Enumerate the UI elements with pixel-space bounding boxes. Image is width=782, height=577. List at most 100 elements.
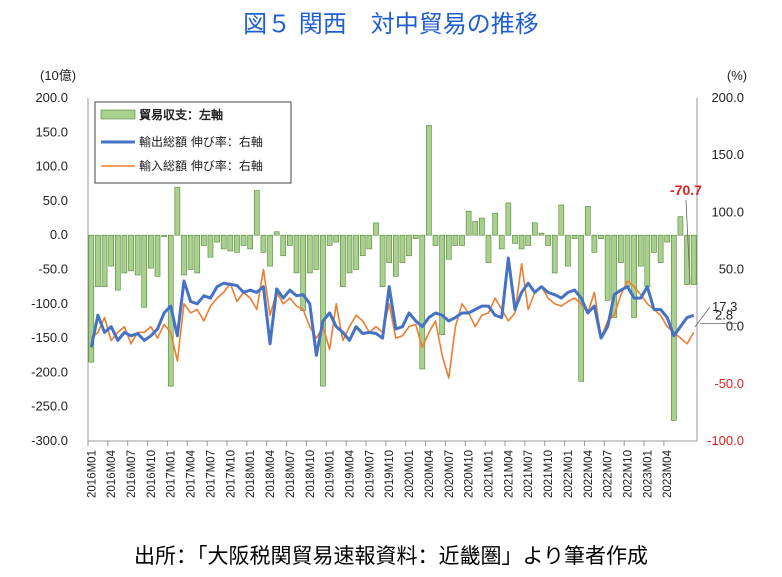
left-tick-label: 50.0 bbox=[43, 193, 68, 208]
imports-growth-line bbox=[90, 262, 695, 379]
balance-bar bbox=[346, 234, 353, 274]
x-tick-label: 2016M07 bbox=[126, 450, 138, 498]
x-tick-label: 2022M07 bbox=[603, 450, 615, 498]
balance-bar bbox=[598, 234, 604, 239]
chart-source: 出所：「大阪税関貿易速報資料：近畿圏」より筆者作成 bbox=[133, 544, 649, 568]
balance-bar bbox=[121, 234, 128, 274]
growth-lines bbox=[89, 256, 695, 379]
balance-bar bbox=[651, 234, 657, 253]
balance-bar bbox=[631, 234, 637, 318]
balance-bar bbox=[406, 234, 412, 257]
balance-bar bbox=[432, 234, 439, 246]
balance-bar bbox=[419, 234, 426, 370]
x-tick-label: 2019M07 bbox=[364, 450, 376, 498]
balance-bar bbox=[525, 234, 532, 246]
balance-bar bbox=[353, 234, 359, 270]
balance-bar bbox=[532, 222, 538, 236]
x-tick-label: 2018M04 bbox=[265, 449, 277, 498]
legend-label-balance: 貿易収支：左軸 bbox=[139, 107, 223, 122]
balance-bar bbox=[273, 231, 280, 236]
balance-bar bbox=[624, 234, 631, 287]
balance-bar bbox=[260, 234, 267, 253]
balance-bar bbox=[326, 234, 333, 246]
x-tick-label: 2017M07 bbox=[205, 450, 217, 498]
right-tick-label: 0.0 bbox=[726, 319, 744, 334]
right-tick-label: 50.0 bbox=[719, 262, 744, 277]
balance-bar bbox=[220, 234, 227, 250]
balance-bar bbox=[690, 234, 697, 285]
balance-bar bbox=[267, 234, 273, 267]
x-tick-label: 2016M10 bbox=[146, 450, 158, 498]
balance-bar bbox=[181, 234, 187, 276]
balance-bar bbox=[399, 234, 406, 263]
chart-title: 図５ 関西 対中貿易の推移 bbox=[243, 10, 539, 38]
annotation-balance-value: -70.7 bbox=[670, 182, 702, 198]
balance-bar bbox=[214, 234, 220, 243]
left-tick-label: -300.0 bbox=[31, 433, 68, 448]
right-axis-unit: (%) bbox=[727, 68, 747, 83]
left-tick-label: -200.0 bbox=[31, 364, 68, 379]
x-tick-label: 2020M01 bbox=[404, 450, 416, 498]
balance-bar bbox=[161, 234, 167, 237]
balance-bar bbox=[485, 234, 492, 263]
right-tick-label: -100.0 bbox=[707, 433, 744, 448]
balance-bar bbox=[565, 234, 571, 267]
left-tick-label: -50.0 bbox=[38, 262, 68, 277]
x-tick-label: 2017M04 bbox=[186, 449, 198, 498]
balance-bar bbox=[340, 234, 346, 287]
annotation-exports-value: 17.3 bbox=[712, 299, 737, 314]
x-tick-label: 2022M04 bbox=[583, 449, 595, 498]
balance-bar bbox=[571, 234, 578, 239]
x-tick-label: 2017M10 bbox=[225, 450, 237, 498]
x-tick-label: 2023M01 bbox=[642, 450, 654, 498]
balance-bar bbox=[366, 234, 373, 250]
balance-bar bbox=[518, 234, 525, 250]
annotation-imports-value: 2.8 bbox=[715, 307, 733, 322]
balance-bar bbox=[644, 234, 651, 287]
balance-bar bbox=[426, 125, 432, 236]
x-tick-label: 2021M01 bbox=[483, 450, 495, 498]
balance-bar bbox=[479, 217, 485, 236]
right-tick-label: 150.0 bbox=[711, 147, 744, 162]
x-tick-label: 2021M07 bbox=[523, 450, 535, 498]
balance-bar bbox=[201, 234, 207, 246]
balance-bar bbox=[306, 234, 313, 274]
x-tick-label: 2019M01 bbox=[325, 450, 337, 498]
balance-bar bbox=[611, 234, 618, 318]
left-tick-label: 150.0 bbox=[35, 124, 68, 139]
balance-bar bbox=[512, 234, 518, 244]
balance-bar bbox=[472, 221, 479, 236]
right-tick-label: 100.0 bbox=[711, 204, 744, 219]
balance-bar bbox=[604, 234, 611, 301]
x-tick-label: 2019M04 bbox=[344, 449, 356, 498]
right-tick-label: -50.0 bbox=[714, 376, 744, 391]
balance-bar bbox=[293, 234, 300, 274]
x-axis: 2016M01 2016M04 2016M07 2016M10 2017M01 2017M… bbox=[86, 441, 674, 498]
balance-bar bbox=[498, 234, 505, 250]
x-tick-label: 2016M01 bbox=[86, 450, 98, 498]
balance-bar bbox=[280, 234, 287, 257]
x-tick-label: 2022M10 bbox=[622, 450, 634, 498]
balance-bar bbox=[108, 234, 114, 267]
legend-bar-swatch bbox=[100, 109, 136, 120]
x-tick-label: 2022M01 bbox=[563, 450, 575, 498]
exports-growth-line bbox=[89, 256, 695, 357]
balance-bar bbox=[240, 234, 247, 246]
annotation-leader bbox=[694, 306, 711, 328]
x-tick-label: 2020M04 bbox=[424, 449, 436, 498]
plot-area bbox=[87, 98, 698, 442]
balance-bar bbox=[618, 234, 624, 263]
balance-bar bbox=[459, 234, 465, 246]
balance-bar bbox=[95, 234, 101, 287]
balance-bar bbox=[412, 234, 419, 239]
x-tick-label: 2020M07 bbox=[444, 450, 456, 498]
left-tick-label: 100.0 bbox=[35, 159, 68, 174]
x-tick-label: 2017M01 bbox=[166, 450, 178, 498]
balance-bar bbox=[492, 212, 498, 236]
x-tick-label: 2021M04 bbox=[503, 449, 515, 498]
balance-bar bbox=[194, 234, 201, 274]
balance-bar bbox=[187, 234, 194, 270]
balance-bar bbox=[227, 234, 234, 252]
annotation-leader bbox=[685, 199, 691, 284]
